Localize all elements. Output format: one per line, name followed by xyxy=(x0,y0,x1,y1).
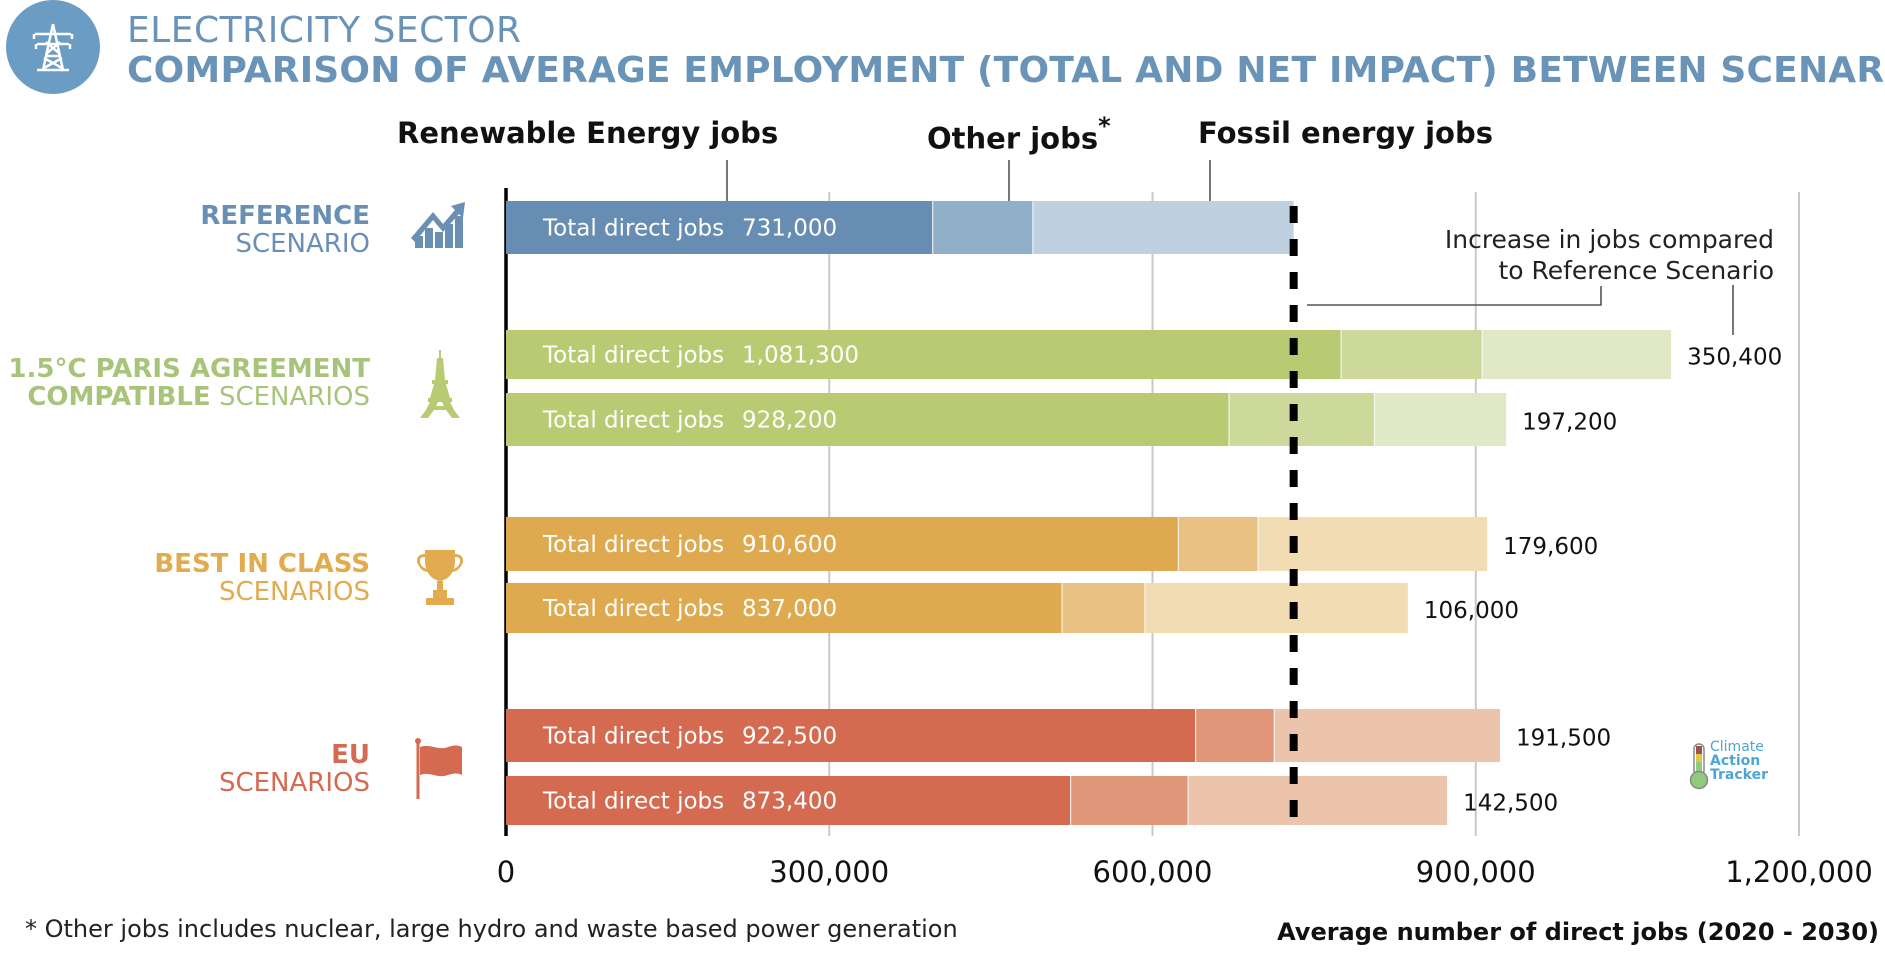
x-tick-label: 0 xyxy=(497,855,515,889)
x-axis-title: Average number of direct jobs (2020 - 20… xyxy=(1277,918,1879,946)
scenario-label-reference: REFERENCE SCENARIO xyxy=(200,202,370,258)
trophy-icon xyxy=(417,550,463,605)
scenario-label-paris: 1.5°C PARIS AGREEMENT COMPATIBLE SCENARI… xyxy=(8,355,370,411)
increase-value: 197,200 xyxy=(1522,410,1617,436)
legend-other-asterisk: * xyxy=(1098,112,1111,140)
bar-segment-renewable xyxy=(506,330,1342,379)
bar-segment-other xyxy=(932,201,1033,254)
bar-segment-renewable xyxy=(506,517,1179,571)
electricity-sector-badge xyxy=(6,0,100,94)
bar-segment-renewable xyxy=(506,393,1230,446)
scenario-label-bold: 1.5°C PARIS AGREEMENT xyxy=(8,354,370,384)
scenario-label-light: SCENARIOS xyxy=(218,577,370,607)
scenario-label-bold2: COMPATIBLE xyxy=(27,382,211,412)
bar-total-prefix: Total direct jobs xyxy=(542,343,724,369)
bar-total-prefix: Total direct jobs xyxy=(542,724,724,750)
increase-value: 350,400 xyxy=(1687,345,1782,371)
climate-action-tracker-logo: Climate Action Tracker xyxy=(1688,740,1768,794)
scenario-label-best-in-class: BEST IN CLASS SCENARIOS xyxy=(154,550,370,606)
x-tick-label: 1,200,000 xyxy=(1725,855,1873,889)
bar-total-value: 928,200 xyxy=(742,408,837,434)
bar-total-prefix: Total direct jobs xyxy=(542,789,724,815)
bar-total-prefix: Total direct jobs xyxy=(542,408,724,434)
page-title: COMPARISON OF AVERAGE EMPLOYMENT (TOTAL … xyxy=(127,50,1885,91)
bar-segment-other xyxy=(1061,583,1145,633)
bar-segment-fossil xyxy=(1482,330,1672,379)
increase-value: 142,500 xyxy=(1463,791,1558,817)
logo-line2: Action xyxy=(1710,753,1761,769)
bar-segment-renewable xyxy=(506,583,1062,633)
thermometer-icon xyxy=(1689,743,1709,790)
logo-text: Climate Action Tracker xyxy=(1710,740,1768,782)
footnote: * Other jobs includes nuclear, large hyd… xyxy=(25,915,958,943)
bar-segment-other xyxy=(1229,393,1375,446)
annotation-line1: Increase in jobs compared xyxy=(1444,225,1774,254)
bar-total-value: 1,081,300 xyxy=(742,343,859,369)
bar-segment-other xyxy=(1195,709,1275,762)
scenario-label-bold: REFERENCE xyxy=(200,201,370,231)
bar-total-prefix: Total direct jobs xyxy=(542,532,724,558)
x-tick-label: 600,000 xyxy=(1093,855,1213,889)
scenario-label-light: SCENARIOS xyxy=(218,382,370,412)
flag-icon xyxy=(415,738,462,799)
scenario-label-bold: EU xyxy=(331,740,370,770)
x-tick-label: 300,000 xyxy=(769,855,889,889)
annotation-line2: to Reference Scenario xyxy=(1498,256,1774,285)
bar-total-value: 922,500 xyxy=(742,724,837,750)
legend-other-label: Other jobs* xyxy=(927,112,1111,156)
eiffel-tower-icon xyxy=(420,350,460,418)
increase-value: 179,600 xyxy=(1503,534,1598,560)
bar-segment-renewable xyxy=(506,776,1071,825)
bar-total-value: 910,600 xyxy=(742,532,837,558)
bar-segment-fossil xyxy=(1188,776,1448,825)
bar-segment-other xyxy=(1178,517,1259,571)
bar-total-prefix: Total direct jobs xyxy=(542,216,724,242)
power-pylon-icon xyxy=(32,23,74,72)
annotation-connector xyxy=(1307,286,1602,306)
scenario-label-bold: BEST IN CLASS xyxy=(154,549,370,579)
bar-segment-other xyxy=(1341,330,1483,379)
bar-segment-fossil xyxy=(1032,201,1294,254)
logo-line1: Climate xyxy=(1710,739,1764,755)
increase-value: 106,000 xyxy=(1424,598,1519,624)
increase-value: 191,500 xyxy=(1516,726,1611,752)
bar-total-value: 873,400 xyxy=(742,789,837,815)
scenario-label-light: SCENARIOS xyxy=(218,768,370,798)
rising-bar-chart-icon xyxy=(411,202,465,248)
bar-total-prefix: Total direct jobs xyxy=(542,596,724,622)
bar-segment-renewable xyxy=(506,709,1196,762)
bar-total-value: 837,000 xyxy=(742,596,837,622)
bar-total-value: 731,000 xyxy=(742,216,837,242)
bar-segment-fossil xyxy=(1374,393,1507,446)
bar-segment-fossil xyxy=(1274,709,1500,762)
x-tick-label: 900,000 xyxy=(1416,855,1536,889)
legend-renewable-label: Renewable Energy jobs xyxy=(397,116,779,150)
page-title-sector: ELECTRICITY SECTOR xyxy=(127,10,522,51)
bar-segment-fossil xyxy=(1144,583,1408,633)
scenario-label-eu: EU SCENARIOS xyxy=(219,741,370,797)
bar-segment-other xyxy=(1070,776,1189,825)
increase-annotation: Increase in jobs compared to Reference S… xyxy=(1445,224,1774,286)
legend-fossil-label: Fossil energy jobs xyxy=(1198,116,1493,150)
bar-segment-renewable xyxy=(506,201,933,254)
legend-other-text: Other jobs xyxy=(927,121,1099,156)
logo-line3: Tracker xyxy=(1710,767,1768,783)
scenario-label-light: SCENARIO xyxy=(235,229,370,259)
